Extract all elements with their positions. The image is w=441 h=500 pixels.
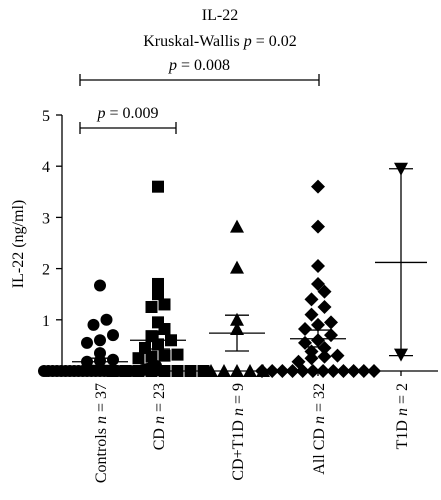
data-point [94, 279, 106, 292]
data-point [152, 180, 164, 193]
significance-bracket [79, 122, 177, 134]
data-point [265, 364, 280, 378]
y-tick-label: 5 [42, 108, 50, 125]
data-point [119, 365, 132, 377]
category-label: T1D n = 2 [394, 383, 411, 449]
data-point [145, 365, 158, 377]
data-point [145, 301, 158, 313]
data-point [87, 318, 100, 331]
data-point [107, 329, 119, 342]
data-point [324, 315, 338, 330]
category-label: All CD n = 32 [311, 383, 328, 475]
data-point [243, 364, 257, 377]
data-point [230, 219, 244, 233]
chart-subtitle: Kruskal-Wallis p = 0.02 [143, 33, 297, 50]
data-point [317, 300, 332, 314]
data-points [38, 162, 408, 378]
data-point [336, 364, 351, 378]
data-point [317, 349, 332, 364]
y-axis-label: IL-22 (ng/ml) [10, 200, 27, 288]
category-label: Controls n = 37 [93, 383, 110, 483]
y-tick-label: 2 [42, 262, 50, 279]
data-point [230, 322, 244, 336]
data-point [107, 353, 119, 366]
data-point [346, 364, 361, 378]
data-point [94, 334, 106, 347]
error-bars [72, 168, 427, 367]
data-point [171, 348, 184, 361]
chart-title: IL-22 [202, 7, 238, 24]
data-point [145, 330, 158, 343]
data-point [230, 312, 244, 326]
y-tick-label: 4 [42, 159, 50, 176]
data-point [356, 364, 371, 378]
p-value-label: p = 0.008 [168, 57, 230, 74]
p-value-label: p = 0.009 [96, 105, 158, 122]
data-point [132, 352, 145, 365]
data-point [367, 364, 381, 378]
data-point [275, 364, 290, 378]
data-point [217, 364, 231, 377]
data-point [184, 365, 197, 377]
data-point [298, 335, 312, 350]
data-point [94, 347, 106, 360]
data-point [291, 354, 306, 369]
data-point [317, 284, 332, 299]
data-point [158, 349, 171, 362]
data-point [204, 364, 218, 377]
data-point [152, 288, 164, 301]
data-point [152, 316, 164, 329]
data-point [304, 307, 319, 322]
data-point [298, 322, 312, 337]
data-point [330, 348, 345, 363]
data-point [305, 364, 320, 378]
data-point [152, 277, 164, 290]
y-tick-label: 1 [42, 313, 50, 330]
data-point [394, 348, 408, 362]
significance-brackets: p = 0.009 p = 0.008 [79, 57, 320, 134]
data-point [324, 328, 338, 343]
data-point [304, 344, 319, 359]
data-point [158, 365, 171, 377]
data-point [81, 355, 93, 368]
data-point [311, 219, 325, 234]
data-point [106, 365, 119, 377]
data-point [394, 162, 408, 176]
significance-bracket [79, 74, 320, 86]
data-point [311, 259, 325, 274]
data-point [230, 260, 244, 274]
data-point [317, 340, 332, 355]
data-point [81, 336, 93, 349]
data-point [139, 341, 151, 354]
data-point [304, 292, 319, 307]
data-point [311, 276, 325, 291]
data-point [230, 364, 244, 377]
data-point [311, 317, 325, 332]
data-point [132, 365, 145, 377]
category-label: CD+T1D n = 9 [230, 383, 247, 481]
data-point [285, 364, 300, 378]
category-labels: Controls n = 37 CD n = 23 CD+T1D n = 9 All … [93, 383, 411, 483]
error-bar-t1d [375, 168, 427, 357]
data-point [171, 365, 184, 377]
data-point [311, 179, 325, 194]
data-point [165, 334, 177, 347]
data-point [316, 364, 331, 378]
data-point [158, 298, 171, 311]
data-point [100, 313, 113, 326]
data-point [311, 333, 325, 348]
data-point [326, 364, 341, 378]
y-tick-label: 3 [42, 210, 50, 227]
data-point [255, 364, 269, 378]
category-label: CD n = 23 [151, 383, 168, 450]
